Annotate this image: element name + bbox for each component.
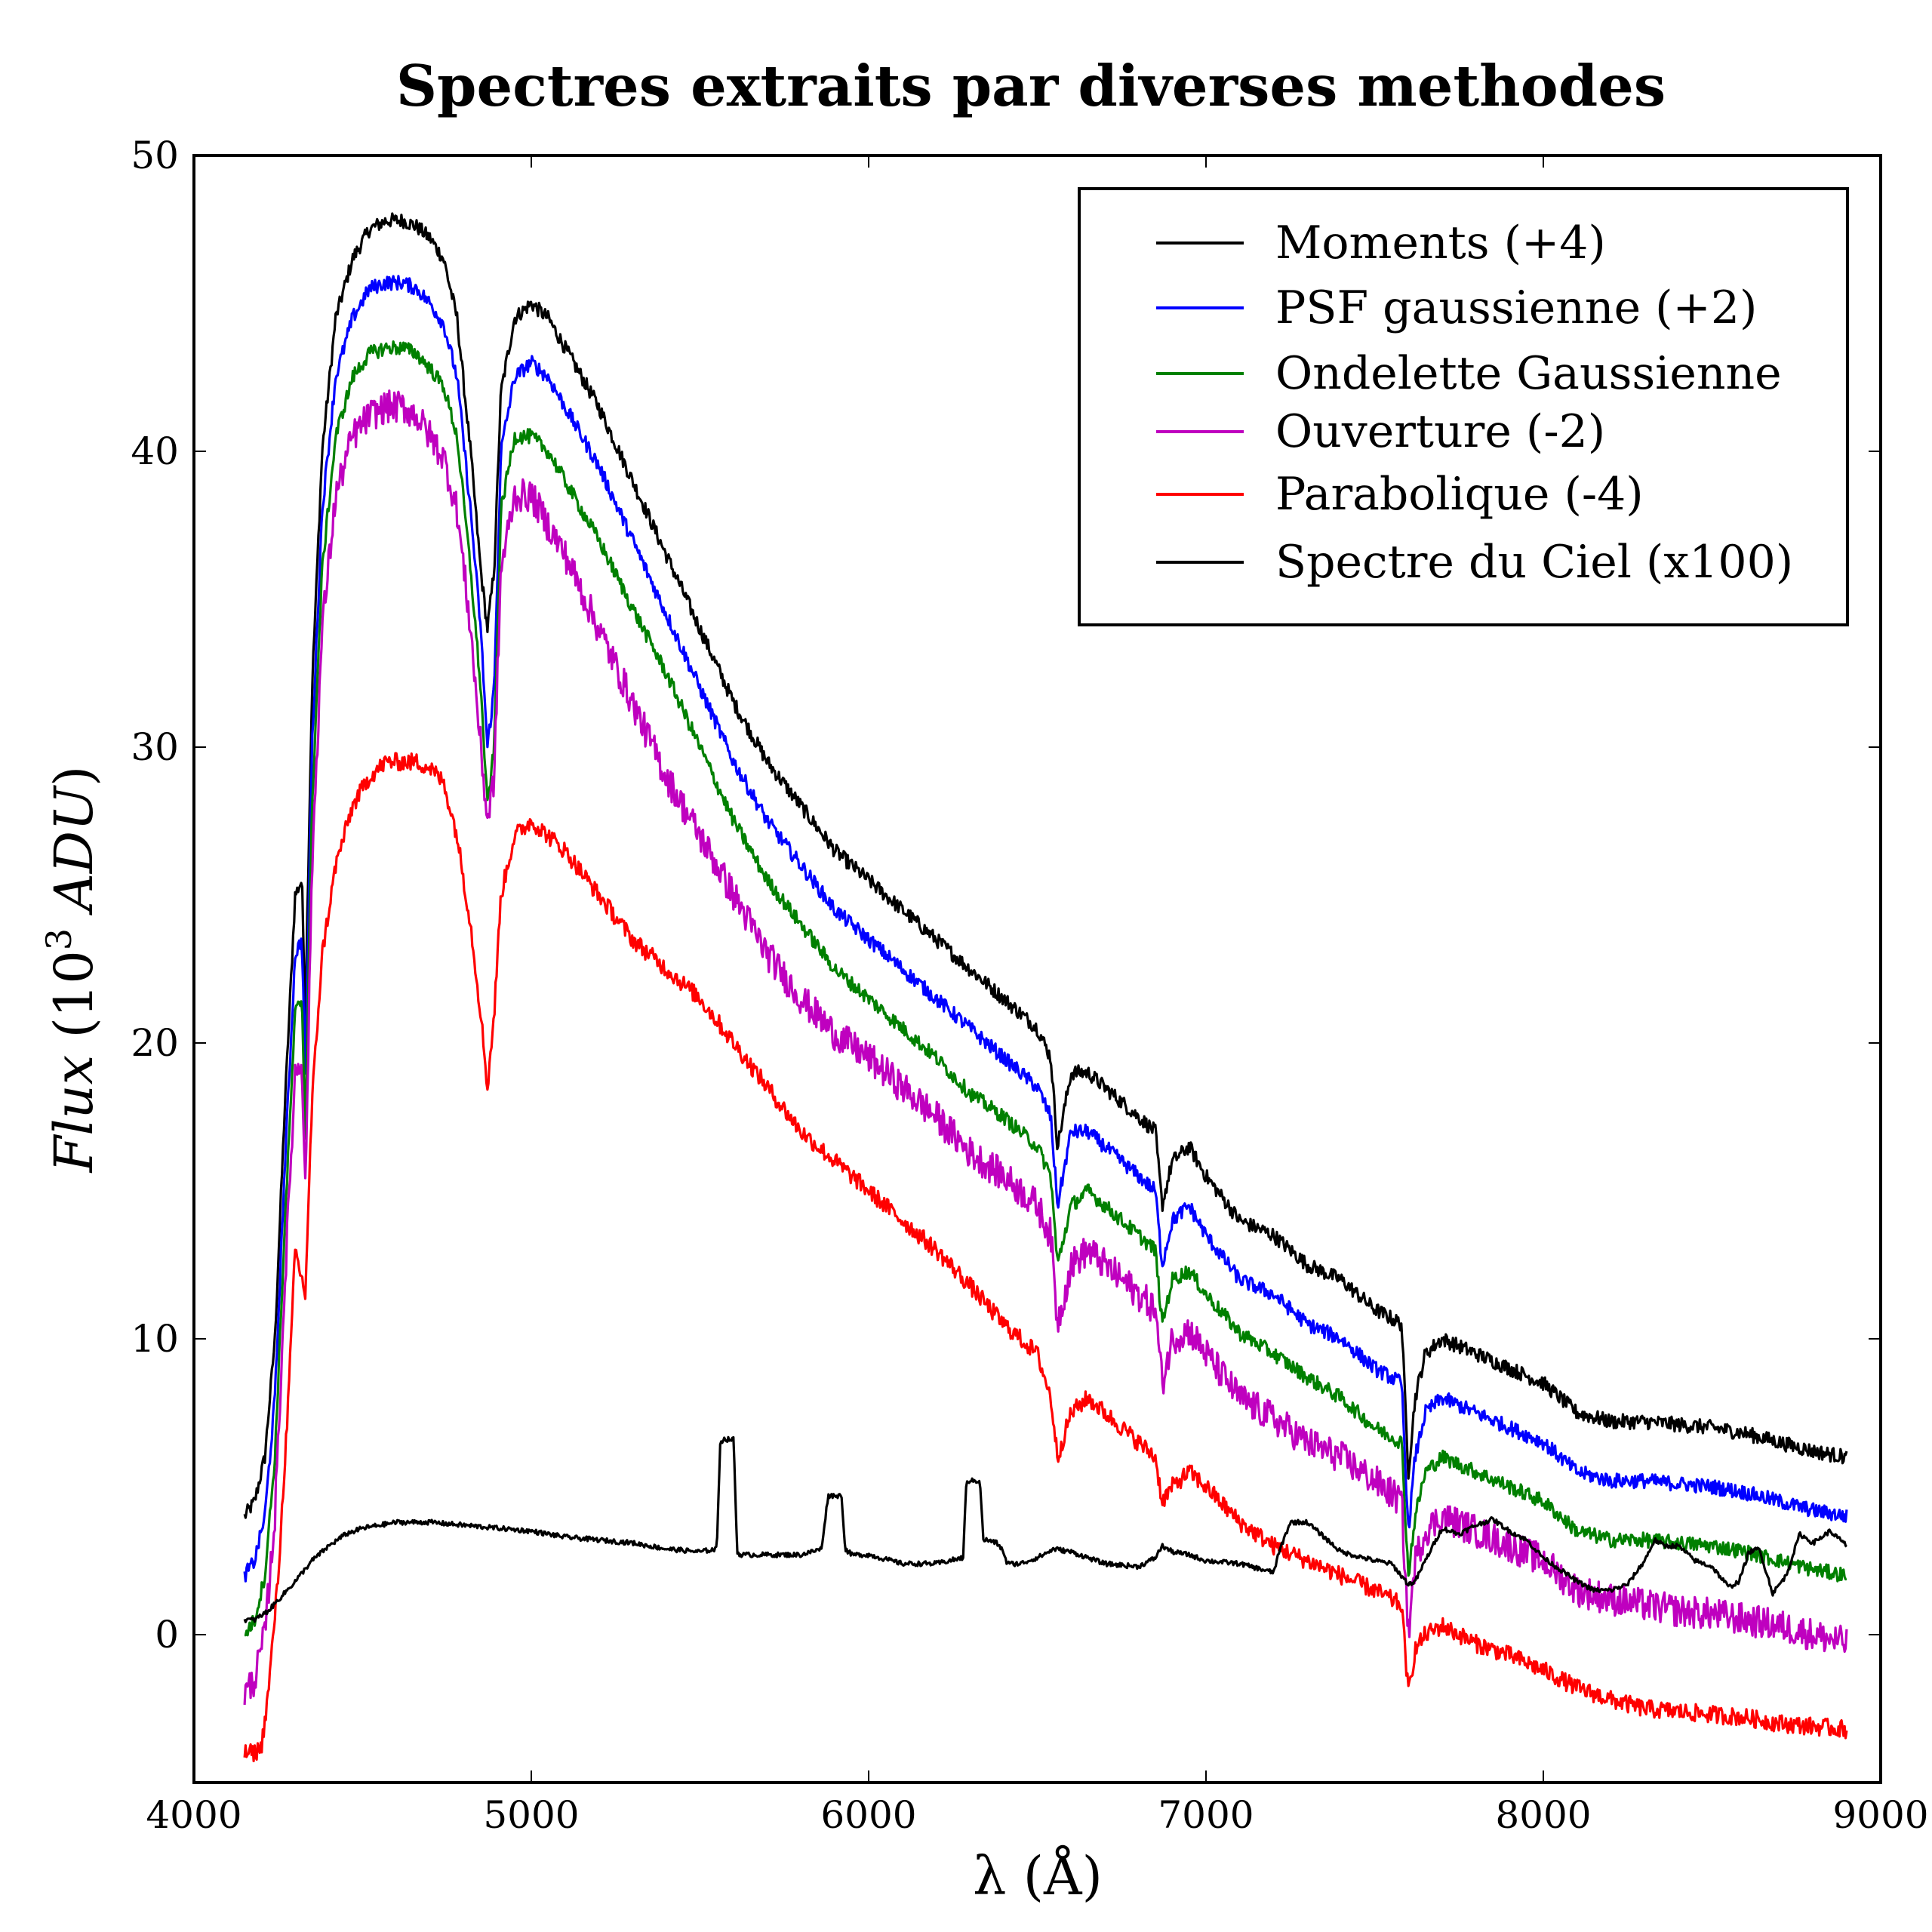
series-line-3 — [243, 389, 1848, 1705]
y-tick-label: 20 — [131, 1021, 179, 1065]
legend-label-1: PSF gaussienne (+2) — [1275, 281, 1757, 334]
y-tick-label: 0 — [155, 1613, 179, 1657]
legend-label-0: Moments (+4) — [1275, 217, 1606, 269]
series-line-0 — [243, 212, 1848, 1519]
x-tick-label: 9000 — [1832, 1793, 1928, 1837]
series-line-4 — [243, 752, 1848, 1763]
y-label-space — [43, 912, 105, 928]
tick-layer: 4000 5000 6000 7000 8000 9000 0 10 20 30 40 50 — [131, 134, 1928, 1837]
y-tick-label: 40 — [131, 429, 179, 473]
series-line-2 — [244, 340, 1847, 1637]
y-tick-label: 10 — [131, 1317, 179, 1361]
y-axis-label: Flux (103 ADU) — [38, 766, 105, 1174]
x-tick-label: 4000 — [146, 1793, 242, 1837]
legend-label-3: Ouverture (-2) — [1275, 405, 1605, 458]
y-tick-label: 30 — [131, 725, 179, 769]
axes-frame — [192, 154, 1882, 1784]
legend-label-5: Spectre du Ciel (x100) — [1275, 536, 1793, 589]
series-layer — [243, 212, 1848, 1763]
x-tick-label: 6000 — [820, 1793, 916, 1837]
y-tick-label: 50 — [131, 134, 179, 177]
y-label-close: ) — [43, 766, 105, 786]
x-axis-label: λ (Å) — [973, 1845, 1103, 1907]
y-label-open: (10 — [43, 950, 105, 1055]
chart-title: Spectres extraits par diverses methodes — [396, 53, 1666, 119]
y-label-exponent: 3 — [38, 928, 79, 950]
x-tick-label: 5000 — [483, 1793, 579, 1837]
legend-box — [1078, 187, 1849, 626]
series-line-1 — [243, 275, 1848, 1583]
series-line-5 — [243, 1435, 1847, 1623]
legend-label-2: Ondelette Gaussienne — [1275, 347, 1782, 400]
y-label-flux: Flux — [43, 1055, 105, 1174]
x-tick-label: 7000 — [1158, 1793, 1254, 1837]
y-label-unit: ADU — [43, 785, 105, 916]
legend: Moments (+4) PSF gaussienne (+2) Ondelette… — [1078, 187, 1849, 626]
legend-label-4: Parabolique (-4) — [1275, 468, 1644, 521]
x-tick-label: 8000 — [1495, 1793, 1591, 1837]
